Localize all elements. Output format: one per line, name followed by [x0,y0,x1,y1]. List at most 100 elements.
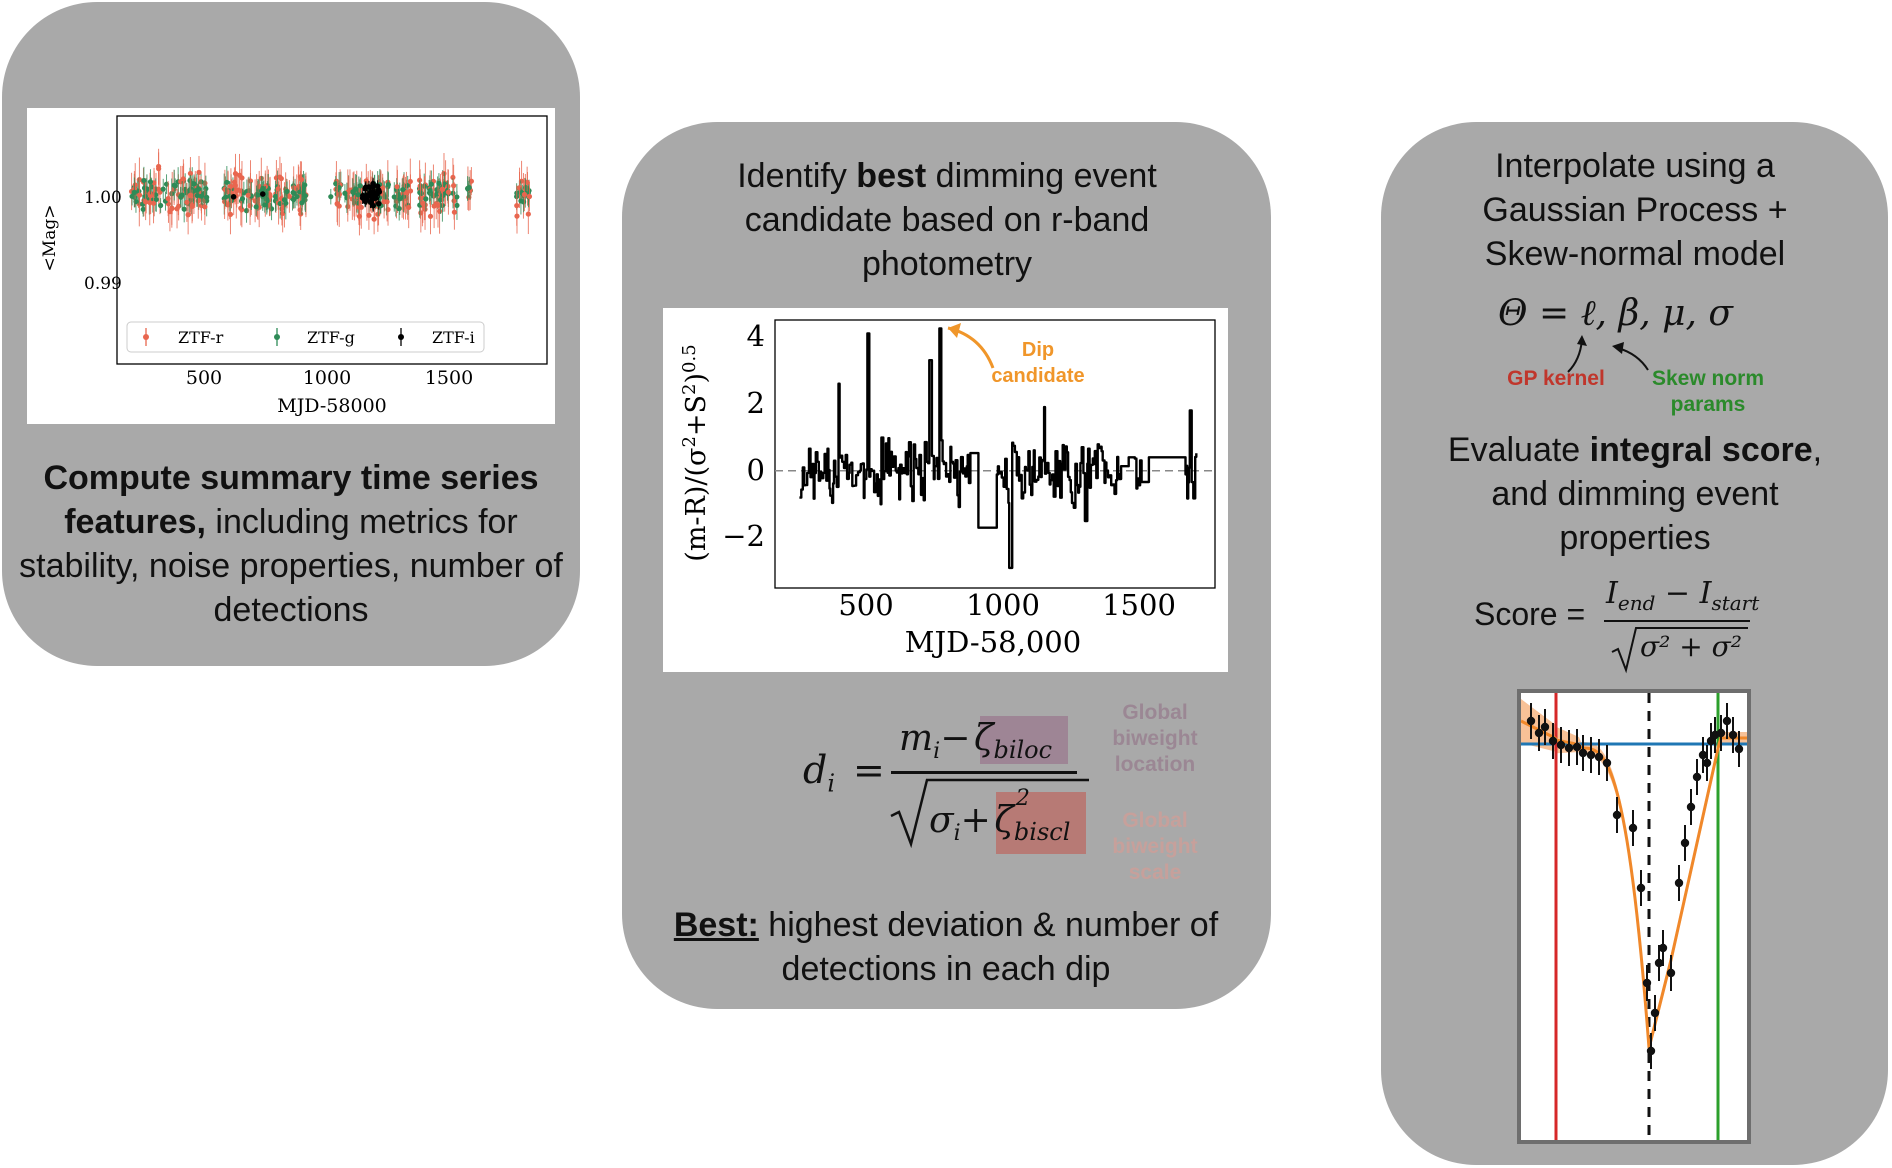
data-point [1674,878,1684,888]
xtick-label: 1500 [425,367,473,389]
data-point [428,181,434,187]
data-point [286,193,292,200]
ytick-label: 0 [747,453,765,487]
data-point [366,212,372,218]
data-point [375,200,382,207]
data-point [172,183,178,189]
data-point [431,203,437,209]
plot-frame [774,319,1216,589]
data-point [180,176,186,182]
data-point [272,193,279,200]
data-point [136,192,143,198]
deviation-formula: di = mi− ζbiloc σi+ ζ 2 biscl [795,714,1095,874]
legend-label-ztf-r: ZTF-r [178,328,224,347]
data-point [364,193,371,199]
data-point [181,206,187,212]
data-point [165,196,171,202]
data-point [363,178,369,184]
data-point [466,184,472,191]
best-label: Best: [673,906,759,944]
data-point [367,199,374,205]
data-point [174,206,180,212]
data-point [140,206,146,212]
features-bold-text: Compute summary time series features, [43,459,539,541]
data-point [1646,1046,1656,1056]
data-points [1526,703,1744,1069]
data-point [234,188,240,194]
x-axis-label: MJD-58,000 [905,625,1081,659]
data-point [1548,736,1558,746]
biweight-scale-label: Global biweight scale [1112,809,1198,884]
data-point [355,192,361,198]
data-point [187,192,193,198]
data-point [300,184,307,190]
evaluate-text: Evaluate integral score, and dimming eve… [1447,431,1823,557]
gp-fit-svg [1520,693,1747,1140]
data-point [422,206,428,212]
score-denominator: σ² + σ² [1640,630,1742,663]
skew-normal-model-line [1520,719,1747,1049]
data-point [277,200,283,207]
data-point [514,213,520,219]
data-point [417,195,424,201]
data-point [439,186,445,192]
data-point [1666,968,1676,978]
title-post-text: dimming event candidate based on r-band … [744,157,1157,283]
data-point [1734,744,1744,754]
data-point [1564,743,1574,753]
data-point [342,190,348,196]
data-point [451,183,457,189]
score-sqrt-sign [1611,627,1748,674]
legend-label-ztf-i: ZTF-i [432,328,475,347]
data-point [525,211,531,217]
dip-arrow-head [948,323,961,338]
title-bold-text: best [856,157,927,195]
features-description: Compute summary time series features, in… [14,456,568,632]
data-point [375,187,382,194]
data-point [179,192,185,198]
data-point [187,170,194,177]
data-point [371,216,377,222]
data-point [362,185,368,192]
legend [126,321,485,353]
data-point [160,186,166,192]
data-point [1658,943,1668,953]
ytick-label: 1.00 [84,188,122,208]
deviation-chart: 4 2 0 −2 500 1000 1500 MJD-58,000 (m-R)/… [663,308,1228,672]
data-point [1628,823,1638,833]
data-point [1654,958,1664,968]
multiband-lightcurve-svg: 1.00 0.99 500 1000 1500 MJD-58000 <Mag> … [40,115,548,417]
data-point [236,172,243,178]
formula-equals: = [853,748,885,792]
data-point [1586,750,1596,760]
data-point [407,188,414,194]
data-point [204,194,210,200]
data-point [299,200,305,206]
fraction-bar [891,771,1077,774]
data-point [1706,736,1716,746]
data-point [227,211,234,218]
data-point [294,193,300,200]
data-point [397,196,403,202]
ytick-label: 2 [747,386,765,420]
data-point [1526,716,1536,726]
y-axis-label: (m-R)/(σ2+S2)0.5 [679,344,713,561]
data-points [128,148,533,236]
data-point [1722,716,1732,726]
data-point [129,193,135,199]
xtick-label: 1000 [966,588,1040,622]
theta-formula: Θ = ℓ, β, μ, σ [1498,293,1734,334]
data-point [356,204,362,210]
best-rest-text: highest deviation & number of detections… [758,906,1219,988]
score-numerator: Iend − Istart [1606,576,1760,615]
data-point [437,197,444,203]
data-point [400,186,406,193]
data-point [359,195,366,201]
gp-kernel-label: GP kernel [1507,367,1605,390]
xtick-label: 1500 [1102,588,1176,622]
data-point [526,193,533,200]
data-point [158,202,164,209]
data-point [394,184,400,190]
score-fraction-bar [1604,620,1750,622]
ytick-label: −2 [722,519,765,553]
